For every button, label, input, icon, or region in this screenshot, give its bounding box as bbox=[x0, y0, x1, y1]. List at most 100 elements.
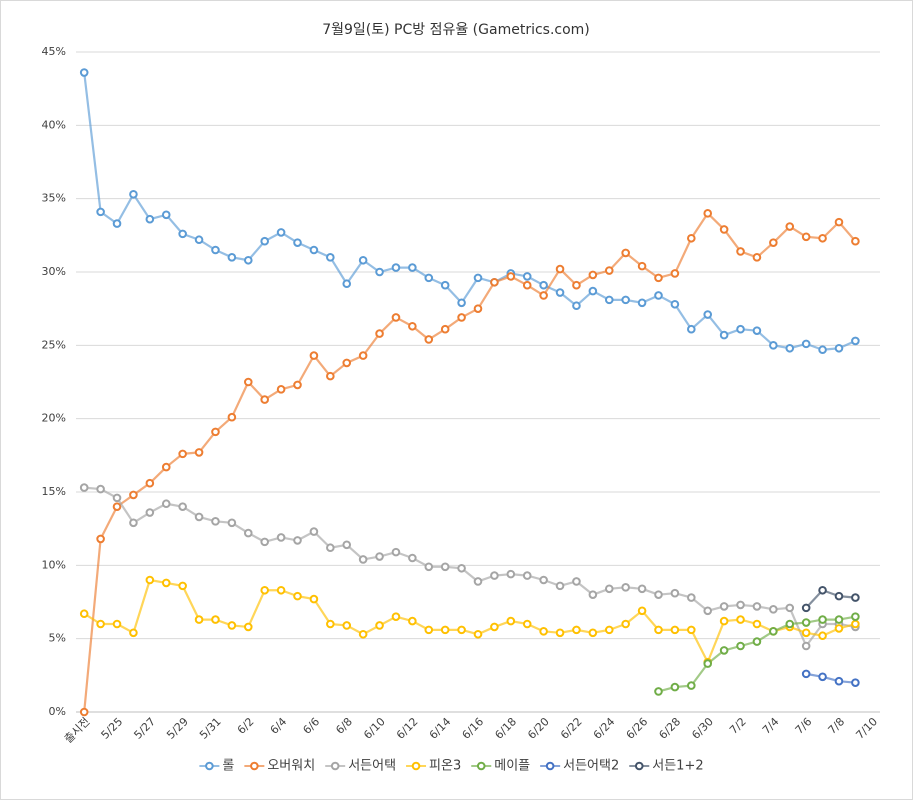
data-point bbox=[687, 233, 696, 243]
data-point bbox=[161, 578, 171, 588]
data-point bbox=[243, 622, 253, 632]
data-point bbox=[752, 326, 762, 335]
y-tick-label: 10% bbox=[42, 558, 66, 571]
data-point bbox=[112, 493, 122, 503]
data-point bbox=[227, 253, 237, 262]
data-point bbox=[851, 336, 860, 346]
data-point bbox=[440, 324, 450, 334]
data-point bbox=[112, 619, 122, 629]
data-point bbox=[391, 313, 401, 322]
data-point bbox=[309, 245, 319, 255]
data-point bbox=[243, 528, 253, 538]
data-point bbox=[506, 616, 516, 626]
data-point bbox=[621, 619, 630, 629]
legend-marker bbox=[476, 761, 486, 771]
data-point bbox=[178, 229, 187, 239]
data-point bbox=[736, 600, 745, 610]
data-point bbox=[326, 371, 335, 381]
data-point bbox=[588, 628, 598, 638]
data-point bbox=[293, 591, 302, 601]
data-point bbox=[473, 304, 483, 313]
data-point bbox=[424, 335, 434, 344]
data-point bbox=[703, 209, 713, 218]
data-point bbox=[276, 228, 286, 237]
y-tick-label: 35% bbox=[42, 192, 66, 205]
data-point bbox=[490, 622, 499, 632]
data-point bbox=[424, 562, 434, 572]
data-point bbox=[161, 210, 171, 220]
data-point bbox=[473, 629, 483, 639]
data-point bbox=[818, 585, 827, 595]
data-point bbox=[178, 581, 187, 591]
data-point bbox=[358, 555, 368, 564]
data-point bbox=[851, 593, 860, 602]
data-point bbox=[522, 571, 532, 580]
data-point bbox=[342, 358, 352, 368]
data-point bbox=[555, 628, 565, 638]
data-point bbox=[457, 298, 466, 308]
data-point bbox=[818, 672, 827, 682]
data-point bbox=[801, 339, 811, 349]
data-point bbox=[818, 615, 827, 624]
data-point bbox=[687, 324, 696, 334]
data-point bbox=[736, 324, 745, 334]
data-point bbox=[572, 625, 581, 635]
legend-item: 오버워치 bbox=[244, 759, 315, 774]
data-point bbox=[96, 619, 105, 629]
data-point bbox=[719, 646, 729, 655]
data-point bbox=[342, 540, 352, 550]
data-point bbox=[522, 272, 532, 281]
data-point bbox=[801, 232, 811, 242]
data-point bbox=[555, 581, 565, 591]
data-point bbox=[801, 618, 811, 627]
legend-label: 서든1+2 bbox=[652, 759, 703, 774]
data-point bbox=[621, 583, 630, 592]
data-point bbox=[785, 619, 795, 629]
y-tick-label: 15% bbox=[42, 485, 66, 498]
data-point bbox=[801, 603, 811, 613]
data-point bbox=[801, 641, 811, 651]
data-point bbox=[457, 625, 466, 635]
data-point bbox=[752, 253, 762, 262]
data-point bbox=[408, 553, 417, 563]
data-point bbox=[178, 502, 187, 511]
data-point bbox=[326, 543, 335, 553]
data-point bbox=[96, 534, 105, 544]
data-point bbox=[769, 627, 778, 636]
data-point bbox=[670, 588, 680, 598]
data-point bbox=[79, 609, 89, 619]
y-tick-label: 0% bbox=[49, 705, 66, 718]
data-point bbox=[834, 217, 844, 227]
data-point bbox=[834, 343, 844, 353]
data-point bbox=[129, 490, 138, 500]
data-point bbox=[211, 615, 220, 624]
y-tick-label: 20% bbox=[42, 412, 66, 425]
data-point bbox=[851, 678, 860, 687]
data-point bbox=[506, 569, 516, 579]
data-point bbox=[96, 207, 105, 217]
data-point bbox=[736, 247, 745, 256]
data-point bbox=[785, 343, 795, 353]
data-point bbox=[604, 625, 614, 635]
data-point bbox=[801, 669, 811, 679]
data-point bbox=[473, 577, 483, 586]
legend-label: 롤 bbox=[222, 759, 234, 774]
data-point bbox=[769, 238, 778, 247]
data-point bbox=[194, 235, 204, 245]
data-point bbox=[276, 585, 286, 595]
data-point bbox=[145, 508, 155, 517]
series-line bbox=[805, 589, 856, 609]
data-point bbox=[211, 517, 220, 526]
data-point bbox=[719, 602, 729, 611]
data-point bbox=[309, 594, 319, 604]
data-point bbox=[243, 377, 253, 387]
data-point bbox=[112, 502, 122, 511]
data-point bbox=[670, 299, 680, 309]
legend-label: 서든어택 bbox=[348, 759, 396, 774]
legend-label: 피온3 bbox=[429, 759, 461, 774]
data-point bbox=[539, 575, 548, 585]
data-point bbox=[342, 621, 352, 630]
data-point bbox=[752, 637, 762, 646]
legend-marker bbox=[250, 761, 259, 771]
data-point bbox=[654, 590, 663, 599]
